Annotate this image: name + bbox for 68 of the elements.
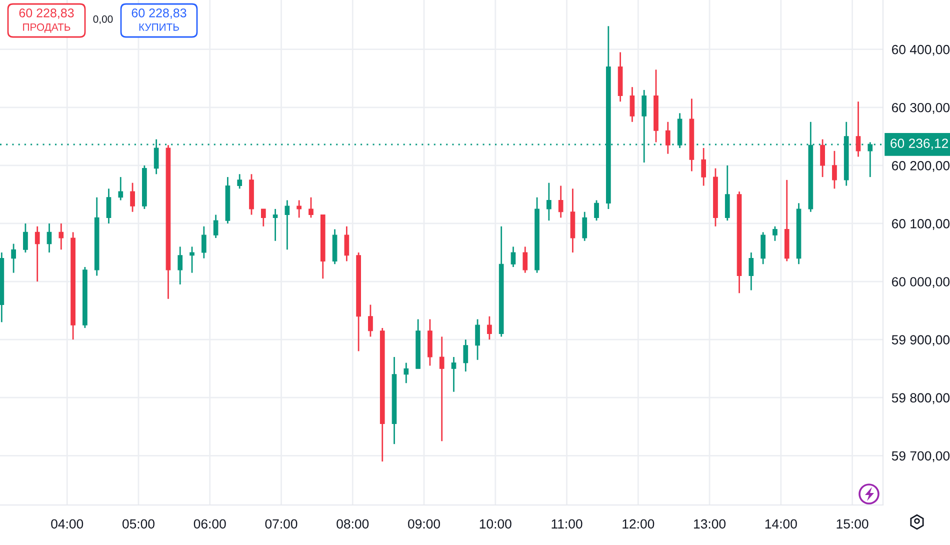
y-tick-label: 60 400,00	[892, 44, 950, 56]
candlestick	[11, 243, 16, 274]
candlestick	[487, 316, 492, 340]
x-tick-label: 14:00	[765, 519, 797, 529]
candlestick	[260, 208, 266, 228]
candlestick	[772, 226, 778, 242]
x-tick-label: 08:00	[336, 519, 369, 529]
candlestick	[106, 188, 112, 224]
x-tick-label: 13:00	[694, 519, 726, 529]
candlestick	[23, 222, 28, 254]
x-tick-label: 15:00	[836, 519, 868, 529]
x-tick-label: 06:00	[194, 519, 226, 529]
candlestick	[404, 362, 409, 384]
candlestick	[213, 214, 218, 239]
candlestick	[558, 185, 564, 218]
candlestick	[463, 338, 468, 372]
x-tick-label: 09:00	[408, 519, 440, 529]
x-tick-label: 12:00	[622, 519, 654, 529]
candlestick	[760, 231, 766, 265]
candlestick	[594, 200, 599, 222]
annotation: 0,00	[93, 15, 113, 24]
y-tick-label: 59 700,00	[892, 451, 950, 462]
candlestick	[665, 121, 670, 155]
candlestick	[724, 164, 730, 222]
candlestick	[46, 222, 52, 254]
candlestick	[130, 182, 135, 213]
x-tick-label: 04:00	[51, 519, 84, 529]
x-tick-label: 07:00	[265, 519, 298, 529]
candlestick	[832, 150, 837, 190]
candlestick	[368, 304, 373, 338]
y-tick-label: 59 800,00	[892, 393, 950, 404]
y-tick-label: 60 300,00	[892, 102, 950, 114]
annotation: 60 228,83	[132, 8, 186, 19]
x-tick-label: 11:00	[552, 519, 582, 529]
x-tick-label: 05:00	[122, 519, 154, 529]
candlestick	[856, 100, 861, 158]
annotation: 60 228,83	[19, 8, 74, 19]
annotation: КУПИТЬ	[139, 24, 179, 31]
y-tick-label: 60 000,00	[892, 277, 950, 288]
candlestick	[34, 226, 40, 282]
candlestick	[820, 138, 825, 178]
candlestick	[190, 246, 194, 274]
candlestick	[237, 173, 242, 190]
candlestick	[308, 196, 314, 218]
candlestick	[272, 208, 278, 242]
candlestick	[58, 222, 64, 250]
annotation: ПРОДАТЬ	[23, 23, 70, 33]
candlestick	[546, 182, 552, 222]
candlestick	[475, 318, 480, 361]
candlestick	[178, 246, 183, 286]
candlestick	[118, 176, 124, 201]
candlestick	[522, 246, 528, 274]
x-tick-label: 10:00	[480, 519, 512, 529]
candlestick	[344, 226, 350, 262]
candlestick	[451, 356, 456, 393]
candlestick	[510, 246, 516, 268]
y-tick-label: 60 200,00	[892, 161, 950, 172]
candlestick	[582, 211, 588, 242]
candlestick	[748, 252, 754, 291]
candlestick	[201, 226, 206, 259]
ref-line-label: 60 236,12	[890, 138, 948, 150]
candlestick	[439, 336, 444, 442]
candlestick	[284, 200, 290, 250]
y-tick-label: 60 100,00	[892, 219, 950, 230]
candlestick	[701, 147, 706, 186]
candlestick	[296, 200, 302, 218]
y-tick-label: 59 900,00	[892, 335, 950, 346]
candlestick	[630, 86, 635, 123]
